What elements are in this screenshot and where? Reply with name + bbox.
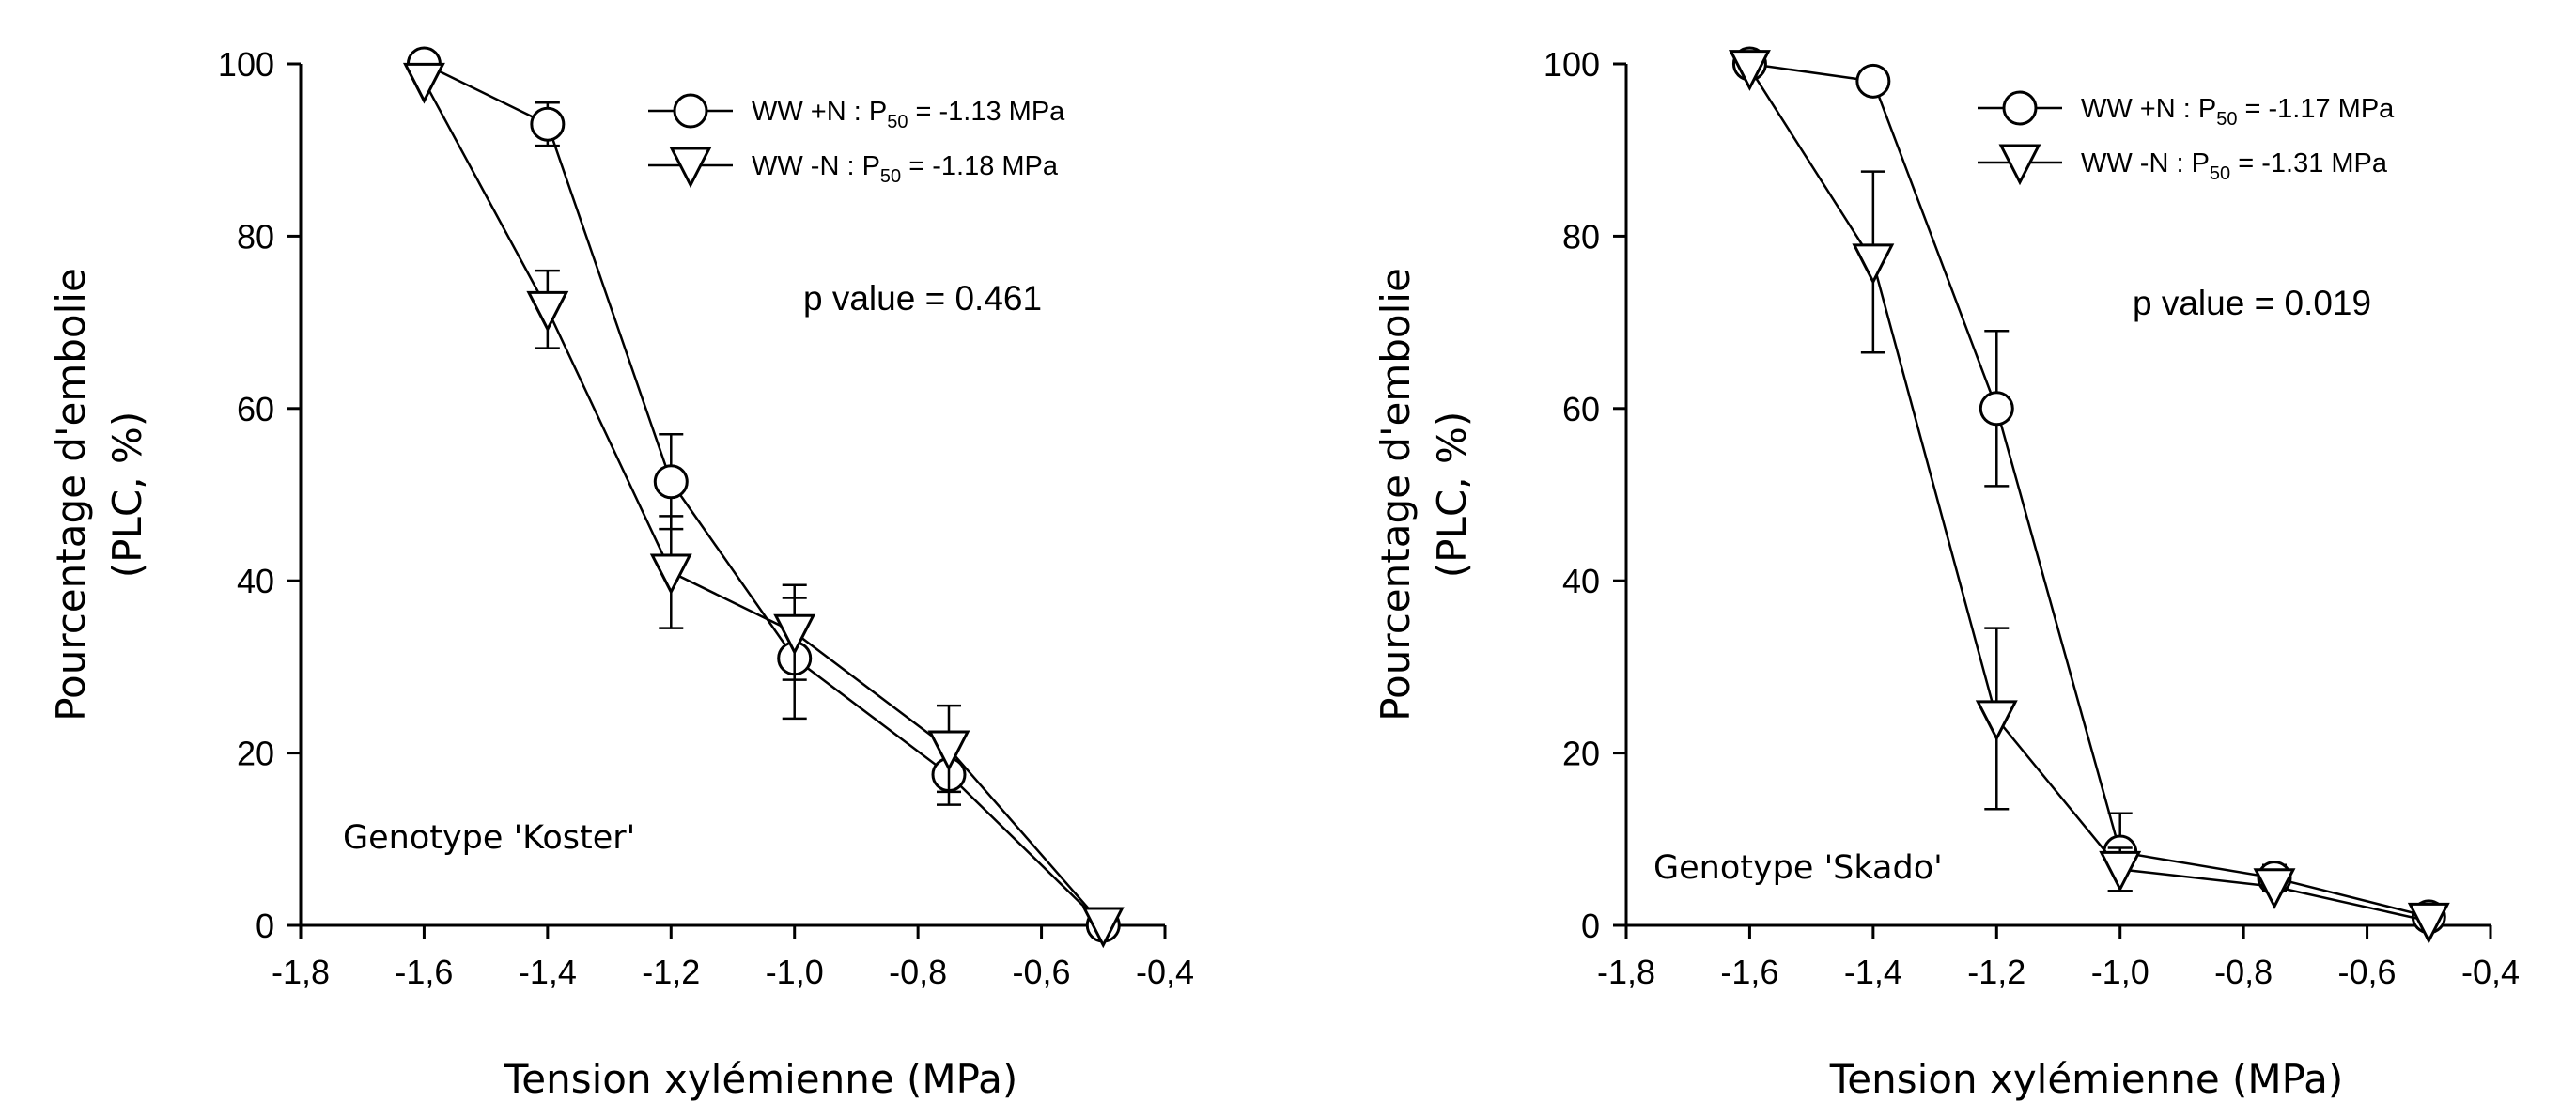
x-tick-label: -1,0	[2091, 953, 2149, 991]
x-tick-label: -0,4	[1136, 953, 1194, 991]
x-tick-label: -0,8	[2214, 953, 2273, 991]
legend-label: WW -N : P50 = -1.18 MPa	[752, 151, 1059, 187]
x-tick-label: -1,2	[1967, 953, 2025, 991]
p-value-annotation: p value = 0.461	[803, 279, 1042, 318]
data-point	[1855, 63, 1891, 99]
series-ww-plus-n	[1731, 46, 2446, 935]
genotype-label: Genotype 'Koster'	[343, 819, 635, 857]
series-line	[423, 62, 1105, 926]
legend-label: WW +N : P50 = -1.13 MPa	[752, 97, 1065, 132]
x-tick-label: -0,6	[2338, 953, 2397, 991]
x-tick-label: -1,0	[766, 953, 824, 991]
legend: WW +N : P50 = -1.13 MPa WW -N : P50 = -1.…	[648, 93, 1065, 189]
y-axis-title: Pourcentage d'embolie	[48, 268, 94, 721]
legend-triangle-marker	[669, 147, 712, 189]
y-tick-label: 40	[237, 562, 274, 600]
series-line	[423, 80, 1105, 926]
data-point	[649, 553, 692, 596]
x-tick-label: -1,8	[272, 953, 330, 991]
x-tick-label: -1,6	[395, 953, 453, 991]
y-axis-title-unit: (PLC, %)	[104, 411, 150, 578]
series-line	[1749, 62, 2429, 919]
y-axis-title: Pourcentage d'embolie	[1373, 268, 1419, 721]
legend-circle-marker	[2002, 90, 2038, 126]
x-axis-title: Tension xylémienne (MPa)	[504, 1056, 1017, 1102]
y-tick-label: 80	[1562, 217, 1600, 256]
data-point	[1975, 700, 2018, 742]
chart-panel-2: 0 20 40 60 80 100 -1,8 -1,6 -1,4 -1,2 -1,0 -0,8 -0,6…	[1373, 45, 2520, 1102]
y-tick-label: 0	[256, 907, 274, 945]
x-tick-label: -1,4	[519, 953, 577, 991]
legend-label: WW -N : P50 = -1.31 MPa	[2081, 148, 2388, 184]
data-point	[402, 62, 445, 104]
data-point	[1081, 907, 1125, 949]
genotype-label: Genotype 'Skado'	[1653, 849, 1943, 887]
legend-circle-marker	[673, 93, 708, 129]
series-ww-minus-n	[1728, 50, 2450, 944]
y-tick-label: 20	[237, 735, 274, 773]
y-tick-label: 0	[1581, 907, 1600, 945]
x-tick-label: -0,8	[889, 953, 947, 991]
series-ww-minus-n	[402, 62, 1125, 949]
data-point	[2407, 902, 2450, 944]
data-point	[1979, 391, 2014, 427]
legend-triangle-marker	[1998, 144, 2041, 186]
y-tick-label: 80	[237, 217, 274, 256]
data-point	[2253, 868, 2296, 910]
x-tick-label: -0,6	[1013, 953, 1071, 991]
data-point	[1852, 243, 1895, 286]
chart-panel-1: 0 20 40 60 80 100 -1,8 -1,6 -1,4 -1,2 -1,0 -0,8 -0,6…	[48, 45, 1194, 1102]
y-tick-label: 100	[1544, 45, 1600, 84]
y-axis-title-unit: (PLC, %)	[1429, 411, 1475, 578]
x-axis-title: Tension xylémienne (MPa)	[1829, 1056, 2343, 1102]
data-point	[2099, 850, 2142, 892]
x-tick-label: -1,4	[1844, 953, 1902, 991]
x-tick-label: -0,4	[2461, 953, 2520, 991]
x-tick-label: -1,8	[1597, 953, 1655, 991]
series-line	[1748, 67, 2429, 923]
data-point	[526, 290, 569, 333]
y-tick-label: 40	[1562, 562, 1600, 600]
legend-label: WW +N : P50 = -1.17 MPa	[2081, 94, 2395, 130]
data-point	[1728, 50, 1771, 91]
data-point	[773, 613, 816, 656]
series-ww-plus-n	[406, 46, 1121, 943]
p-value-annotation: p value = 0.019	[2133, 284, 2371, 322]
y-tick-label: 20	[1562, 735, 1600, 773]
x-tick-label: -1,6	[1720, 953, 1778, 991]
x-tick-label: -1,2	[642, 953, 700, 991]
data-point	[530, 106, 566, 142]
legend: WW +N : P50 = -1.17 MPa WW -N : P50 = -1.…	[1978, 90, 2395, 186]
y-tick-label: 60	[237, 390, 274, 428]
y-tick-label: 100	[218, 45, 274, 84]
y-tick-label: 60	[1562, 390, 1600, 428]
data-point	[653, 464, 689, 500]
data-point	[927, 730, 970, 772]
